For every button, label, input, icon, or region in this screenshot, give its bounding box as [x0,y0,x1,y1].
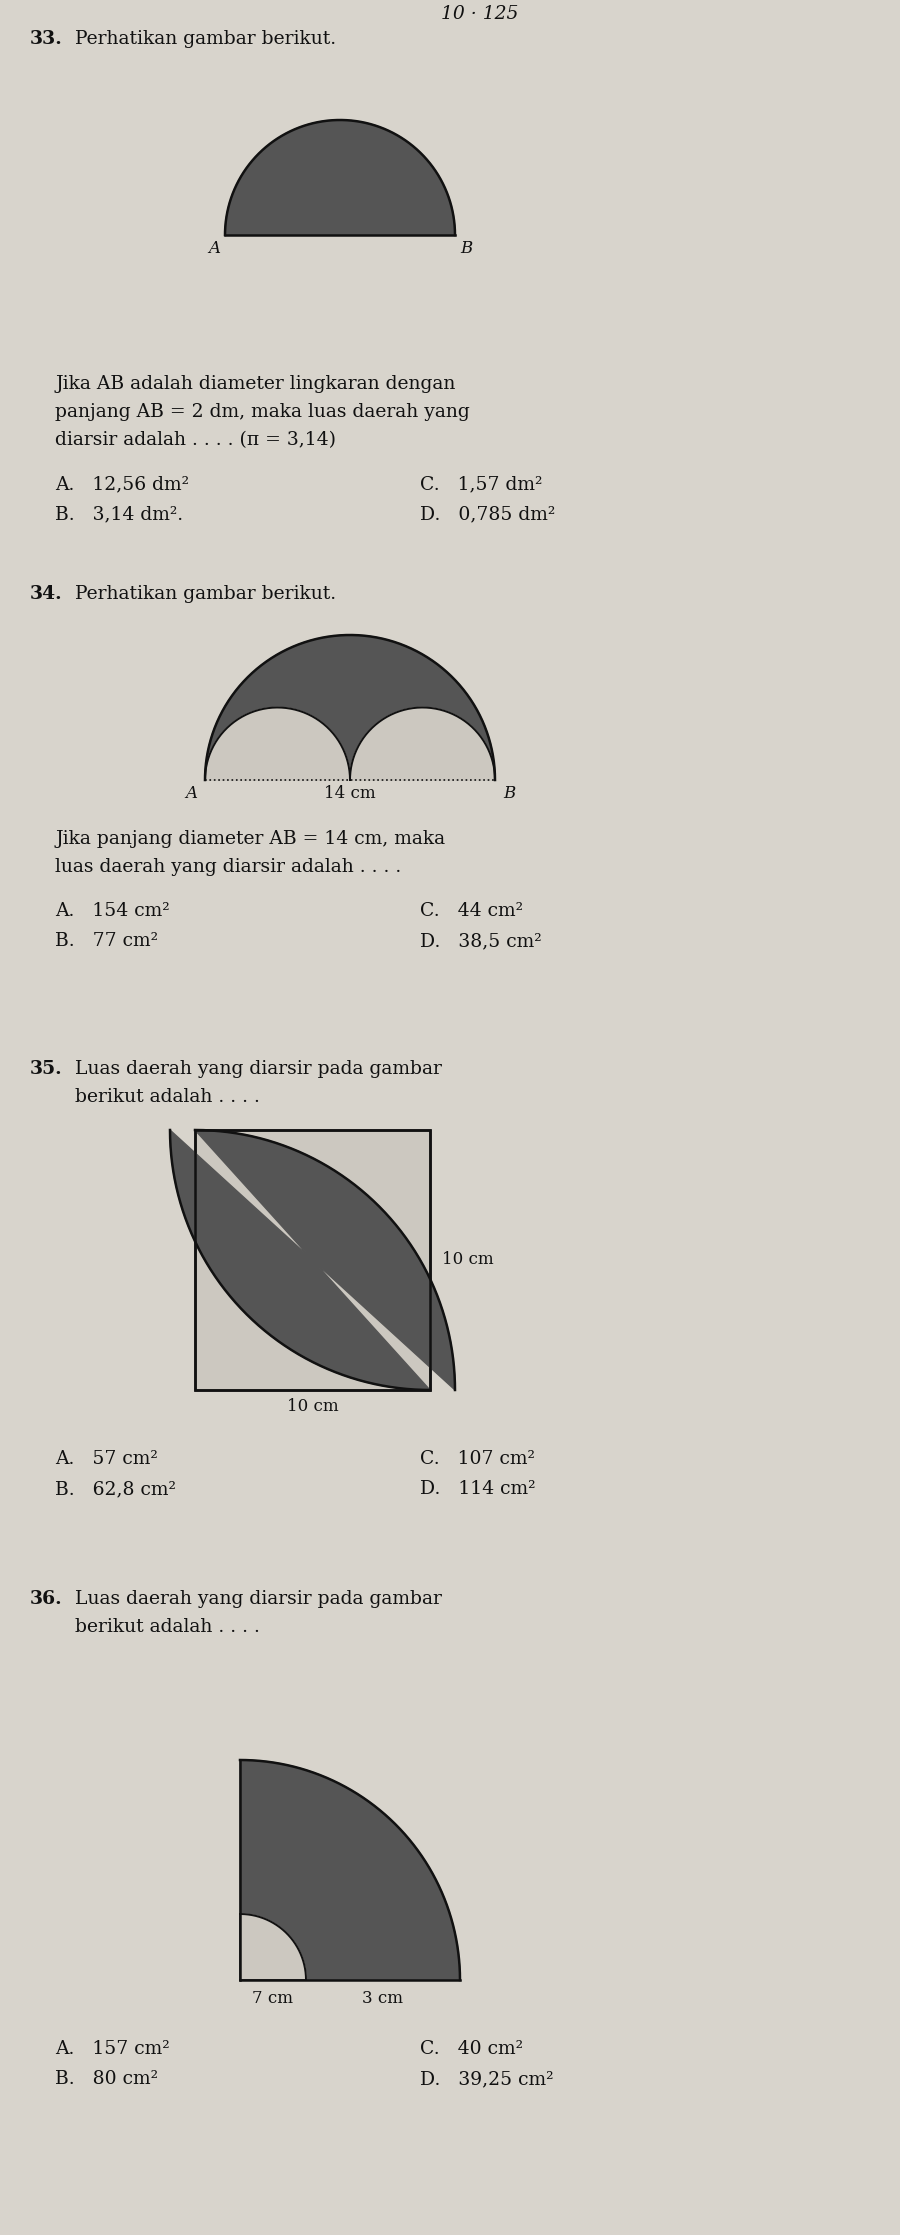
Text: C.   40 cm²: C. 40 cm² [420,2041,523,2058]
Polygon shape [240,1913,306,1980]
Polygon shape [225,121,455,235]
Text: 34.: 34. [30,586,63,603]
Polygon shape [240,1759,460,1980]
Text: A.   157 cm²: A. 157 cm² [55,2041,169,2058]
Text: berikut adalah . . . .: berikut adalah . . . . [75,1088,260,1106]
Polygon shape [350,708,495,780]
Text: 7 cm: 7 cm [253,1989,293,2007]
Text: C.   107 cm²: C. 107 cm² [420,1451,535,1468]
Text: A.   57 cm²: A. 57 cm² [55,1451,158,1468]
Text: C.   1,57 dm²: C. 1,57 dm² [420,476,543,494]
Text: Luas daerah yang diarsir pada gambar: Luas daerah yang diarsir pada gambar [75,1589,442,1607]
Text: B.   80 cm²: B. 80 cm² [55,2070,158,2087]
Text: 35.: 35. [30,1059,63,1077]
Text: Jika panjang diameter AB = 14 cm, maka: Jika panjang diameter AB = 14 cm, maka [55,829,446,847]
Text: luas daerah yang diarsir adalah . . . .: luas daerah yang diarsir adalah . . . . [55,858,401,876]
Polygon shape [205,708,350,780]
Text: B: B [460,239,473,257]
Text: 33.: 33. [30,29,63,47]
Text: B.   62,8 cm²: B. 62,8 cm² [55,1480,176,1497]
Text: 14 cm: 14 cm [324,784,376,802]
Text: 10 cm: 10 cm [287,1399,338,1415]
Text: Perhatikan gambar berikut.: Perhatikan gambar berikut. [75,29,336,47]
Text: C.   44 cm²: C. 44 cm² [420,903,523,921]
Text: 36.: 36. [30,1589,63,1607]
Text: D.   39,25 cm²: D. 39,25 cm² [420,2070,554,2087]
Text: 10 cm: 10 cm [442,1252,493,1269]
Text: B: B [503,784,515,802]
Text: D.   0,785 dm²: D. 0,785 dm² [420,505,555,523]
Text: Perhatikan gambar berikut.: Perhatikan gambar berikut. [75,586,336,603]
Polygon shape [170,1131,455,1390]
Text: D.   114 cm²: D. 114 cm² [420,1480,536,1497]
Text: 10 · 125: 10 · 125 [441,4,518,22]
Text: 3 cm: 3 cm [363,1989,403,2007]
Text: B.   3,14 dm².: B. 3,14 dm². [55,505,183,523]
Text: Luas daerah yang diarsir pada gambar: Luas daerah yang diarsir pada gambar [75,1059,442,1077]
Text: D.   38,5 cm²: D. 38,5 cm² [420,932,542,950]
Text: A.   154 cm²: A. 154 cm² [55,903,169,921]
Polygon shape [205,635,495,780]
Text: A.   12,56 dm²: A. 12,56 dm² [55,476,189,494]
Text: berikut adalah . . . .: berikut adalah . . . . [75,1618,260,1636]
Text: A: A [208,239,220,257]
Text: Jika AB adalah diameter lingkaran dengan: Jika AB adalah diameter lingkaran dengan [55,375,455,393]
Text: diarsir adalah . . . . (π = 3,14): diarsir adalah . . . . (π = 3,14) [55,431,336,449]
Text: panjang AB = 2 dm, maka luas daerah yang: panjang AB = 2 dm, maka luas daerah yang [55,402,470,420]
Bar [195,1131,430,1390]
Text: A: A [185,784,197,802]
Bar [195,1131,430,1390]
Text: B.   77 cm²: B. 77 cm² [55,932,158,950]
